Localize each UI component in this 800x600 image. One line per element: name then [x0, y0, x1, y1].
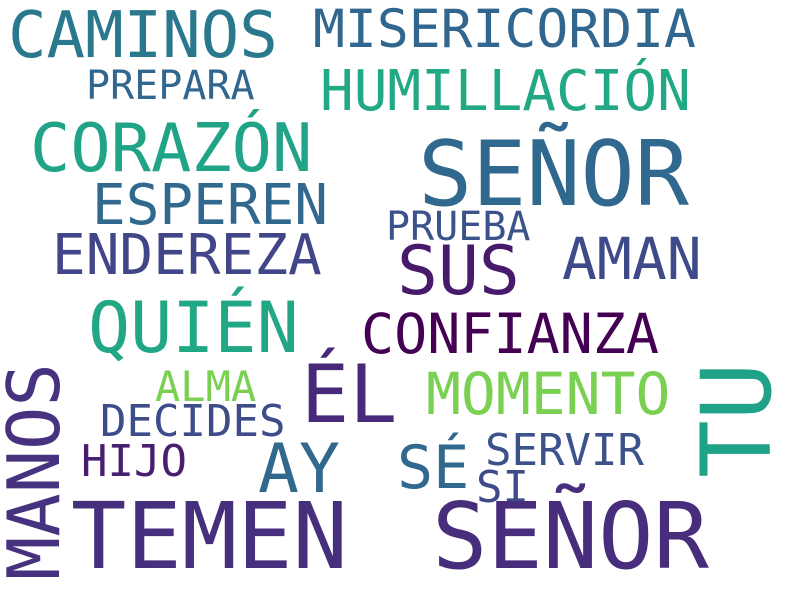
word-prepara: PREPARA	[86, 63, 255, 109]
word-momento: MOMENTO	[426, 360, 671, 428]
word-corazon: CORAZÓN	[30, 109, 313, 187]
word-alma: ALMA	[155, 362, 257, 411]
word-confianza: CONFIANZA	[361, 302, 660, 366]
word-humillacion: HUMILLACIÓN	[320, 59, 691, 124]
word-manos: MANOS	[0, 363, 76, 580]
word-senor-large-top: SEÑOR	[418, 122, 689, 227]
word-ay: AY	[258, 430, 340, 509]
word-sus: SUS	[397, 232, 520, 311]
word-endereza: ENDEREZA	[52, 223, 322, 288]
word-caminos: CAMINOS	[8, 0, 278, 73]
word-senor-large-bottom: SEÑOR	[432, 483, 709, 590]
word-hijo: HIJO	[81, 436, 187, 487]
word-servir: SERVIR	[485, 425, 644, 476]
word-esperen: ESPEREN	[92, 173, 329, 238]
word-si: SI	[476, 462, 529, 513]
word-quien: QUIÉN	[88, 287, 299, 369]
word-decides: DECIDES	[100, 396, 286, 447]
word-temen: TEMEN	[71, 483, 348, 590]
word-el: ÉL	[301, 348, 398, 441]
word-prueba: PRUEBA	[386, 204, 531, 250]
word-tu: TU	[681, 362, 793, 478]
word-misericordia: MISERICORDIA	[313, 0, 696, 60]
word-aman: AMAN	[562, 225, 702, 293]
word-se: SÉ	[397, 433, 470, 503]
